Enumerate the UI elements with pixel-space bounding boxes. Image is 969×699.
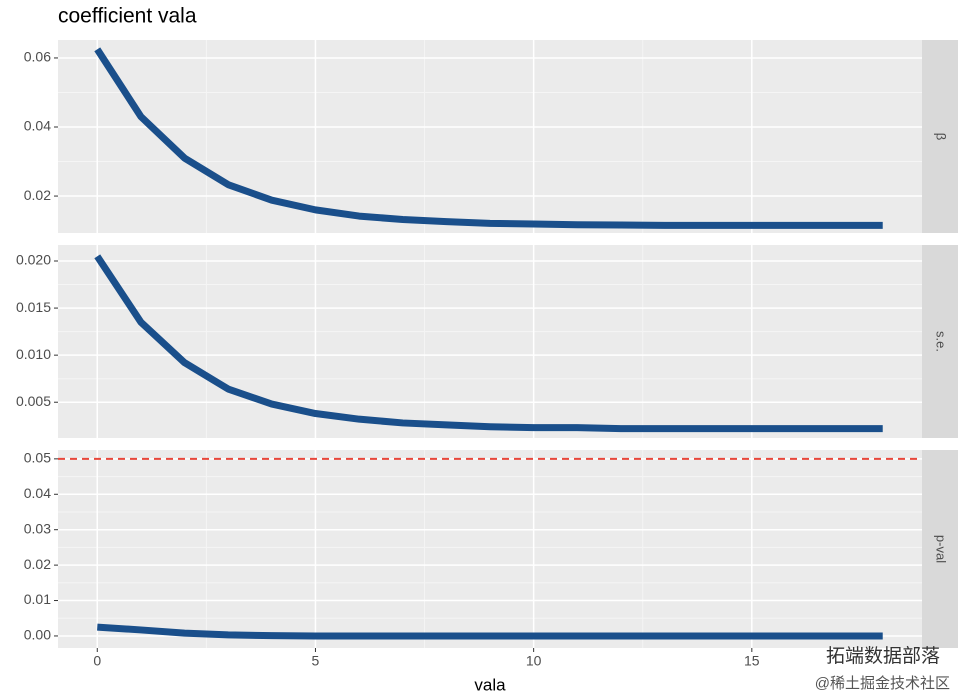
y-tick-label: 0.03: [24, 520, 51, 536]
panel-background: [58, 450, 922, 648]
y-tick-label: 0.06: [24, 49, 51, 65]
strip-label: s.e.: [934, 331, 949, 352]
y-tick-label: 0.010: [16, 346, 51, 362]
strip: [922, 245, 958, 438]
panel-background: [58, 40, 922, 233]
x-tick-label: 15: [744, 653, 760, 669]
x-tick-label: 10: [526, 653, 542, 669]
strip: [922, 450, 958, 648]
watermark: 拓端数据部落: [826, 645, 940, 667]
data-line: [94, 254, 883, 433]
y-tick-label: 0.04: [24, 485, 51, 501]
y-tick-label: 0.005: [16, 393, 51, 409]
y-tick-label: 0.02: [24, 556, 51, 572]
panel-background: [58, 245, 922, 438]
chart-title: coefficient vala: [58, 5, 197, 28]
x-tick-label: 5: [312, 653, 320, 669]
y-tick-label: 0.04: [24, 118, 51, 134]
y-tick-label: 0.02: [24, 187, 51, 203]
strip: [922, 40, 958, 233]
data-line: [97, 623, 883, 640]
strip-label: p-val: [934, 535, 949, 563]
strip-label: β: [934, 133, 949, 140]
x-tick-label: 0: [93, 653, 101, 669]
y-tick-label: 0.00: [24, 627, 51, 643]
y-tick-label: 0.020: [16, 252, 51, 268]
y-tick-label: 0.05: [24, 450, 51, 466]
y-tick-label: 0.015: [16, 299, 51, 315]
y-tick-label: 0.01: [24, 591, 51, 607]
x-axis-label: vala: [474, 675, 506, 694]
watermark: @稀土掘金技术社区: [815, 675, 950, 692]
data-line: [94, 47, 883, 229]
